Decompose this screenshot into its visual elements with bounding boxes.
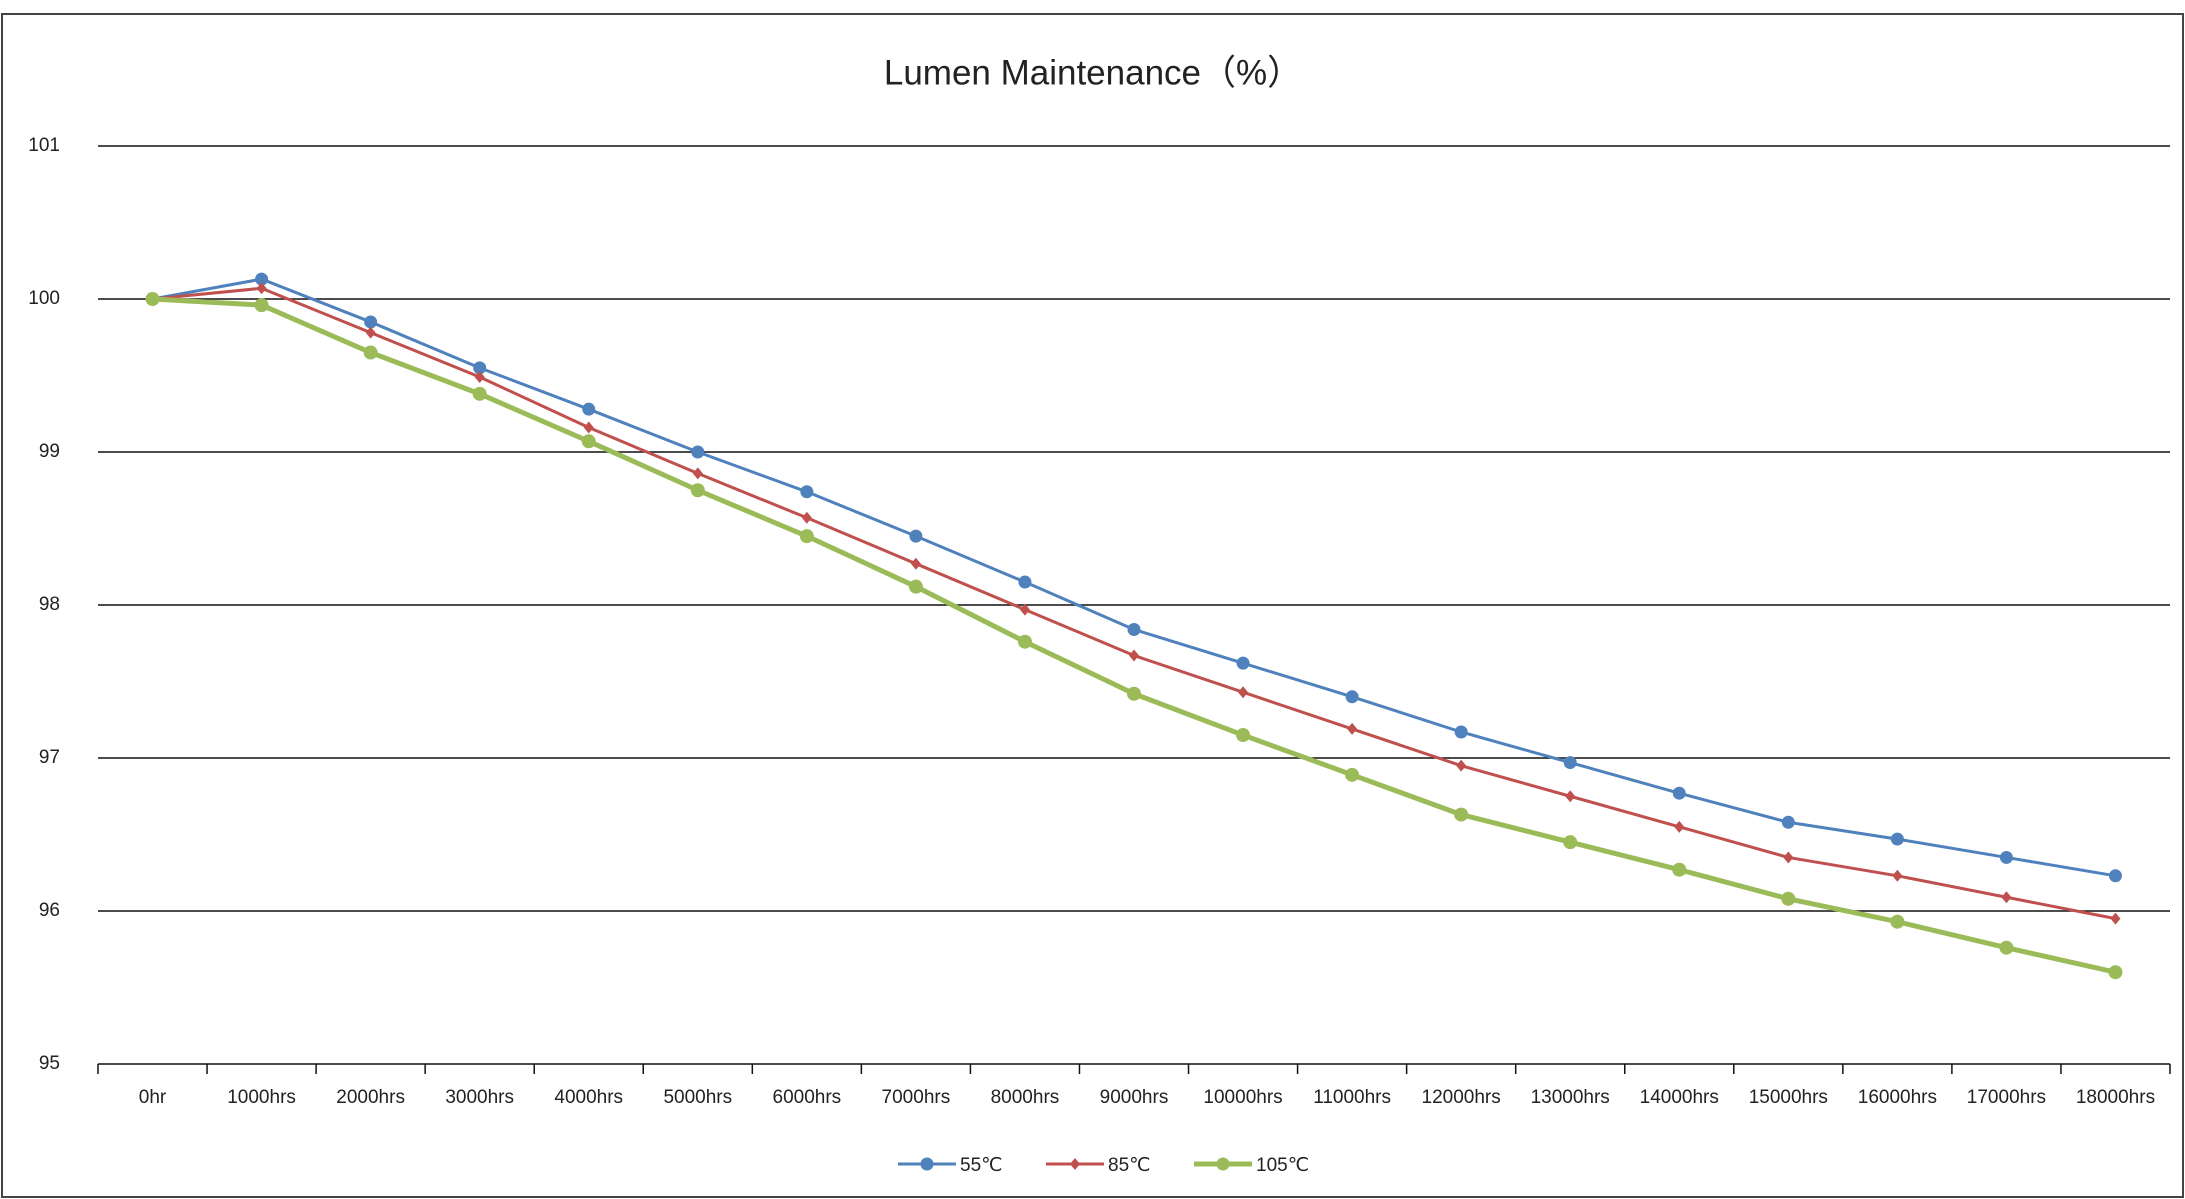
series-marker xyxy=(1781,891,1796,906)
series-marker xyxy=(2110,912,2121,925)
x-tick-label: 17000hrs xyxy=(1967,1087,2046,1108)
series-marker xyxy=(255,272,269,286)
series-marker xyxy=(1892,869,1903,882)
chart-title: Lumen Maintenance（%） xyxy=(884,53,1302,92)
x-tick-label: 8000hrs xyxy=(991,1087,1060,1108)
x-tick-label: 4000hrs xyxy=(554,1087,623,1108)
series-marker xyxy=(1781,815,1795,829)
x-tick-label: 10000hrs xyxy=(1203,1087,1282,1108)
series-marker xyxy=(2108,869,2122,883)
series-marker xyxy=(582,402,596,416)
series-marker xyxy=(908,579,923,594)
legend-marker xyxy=(1216,1157,1230,1171)
series-marker xyxy=(1347,722,1358,735)
series-marker xyxy=(1565,790,1576,803)
series-marker xyxy=(256,282,267,295)
series-marker xyxy=(2108,965,2123,980)
y-tick-label: 95 xyxy=(39,1053,60,1074)
series-marker xyxy=(800,485,814,499)
series-marker xyxy=(364,315,378,329)
series-marker xyxy=(473,361,487,375)
series-marker xyxy=(474,371,485,384)
legend-label: 85℃ xyxy=(1108,1155,1150,1176)
series-marker xyxy=(1017,634,1032,649)
legend-marker xyxy=(920,1157,934,1171)
series-marker xyxy=(1674,820,1685,833)
legend-label: 55℃ xyxy=(960,1155,1002,1176)
series-marker xyxy=(581,434,596,449)
series-marker xyxy=(799,529,814,544)
y-tick-label: 96 xyxy=(39,900,60,921)
series-line xyxy=(152,277,2116,878)
series-marker xyxy=(909,529,923,543)
series-marker xyxy=(910,557,921,570)
legend-marker xyxy=(1070,1158,1080,1170)
series-marker xyxy=(1563,835,1578,850)
x-tick-label: 11000hrs xyxy=(1313,1087,1391,1108)
x-tick-label: 9000hrs xyxy=(1100,1087,1169,1108)
series-marker xyxy=(2001,891,2012,904)
series-marker xyxy=(472,386,487,401)
y-tick-label: 101 xyxy=(28,135,60,156)
series-marker xyxy=(1236,728,1251,743)
series-marker xyxy=(1672,786,1686,800)
series-marker xyxy=(1783,851,1794,864)
series-marker xyxy=(1019,603,1030,616)
x-tick-label: 14000hrs xyxy=(1640,1087,1719,1108)
series-marker xyxy=(363,345,378,360)
series-marker xyxy=(1238,686,1249,699)
x-tick-label: 16000hrs xyxy=(1858,1087,1937,1108)
x-tick-label: 5000hrs xyxy=(663,1087,732,1108)
series-marker xyxy=(1563,756,1577,770)
series-marker xyxy=(254,298,269,313)
x-tick-label: 2000hrs xyxy=(336,1087,405,1108)
series-marker xyxy=(1129,649,1139,662)
series-marker xyxy=(1890,914,1905,929)
chart-frame xyxy=(1,13,2184,1198)
series-marker xyxy=(1999,940,2014,955)
x-tick-label: 13000hrs xyxy=(1531,1087,1610,1108)
series-marker xyxy=(801,511,812,524)
series-marker xyxy=(1890,832,1904,846)
x-tick-label: 18000hrs xyxy=(2076,1087,2155,1108)
series-marker xyxy=(1999,850,2013,864)
y-tick-label: 99 xyxy=(39,441,60,462)
y-tick-label: 97 xyxy=(39,747,60,768)
series-marker xyxy=(1345,690,1359,704)
series-marker xyxy=(690,483,705,498)
series-marker xyxy=(1672,862,1687,877)
x-tick-label: 15000hrs xyxy=(1749,1087,1828,1108)
series-marker xyxy=(1454,807,1469,822)
series-marker xyxy=(1454,725,1468,739)
series-marker xyxy=(1345,767,1360,782)
series-marker xyxy=(583,421,594,434)
x-tick-label: 6000hrs xyxy=(773,1087,842,1108)
y-tick-label: 98 xyxy=(39,594,60,615)
x-tick-label: 12000hrs xyxy=(1422,1087,1501,1108)
x-tick-label: 7000hrs xyxy=(882,1087,951,1108)
series-marker xyxy=(145,292,160,306)
series-marker xyxy=(692,467,703,480)
series-marker xyxy=(1127,622,1141,636)
series-marker xyxy=(1456,759,1467,772)
series-marker xyxy=(1127,686,1141,701)
series-marker xyxy=(365,326,376,339)
series-marker xyxy=(691,445,705,459)
x-tick-label: 1000hrs xyxy=(227,1087,296,1108)
series-marker xyxy=(1236,656,1250,670)
series-marker xyxy=(1018,575,1032,589)
legend-label: 105℃ xyxy=(1256,1155,1309,1176)
x-tick-label: 3000hrs xyxy=(445,1087,514,1108)
x-tick-label: 0hr xyxy=(139,1087,167,1108)
y-tick-label: 100 xyxy=(28,288,60,309)
